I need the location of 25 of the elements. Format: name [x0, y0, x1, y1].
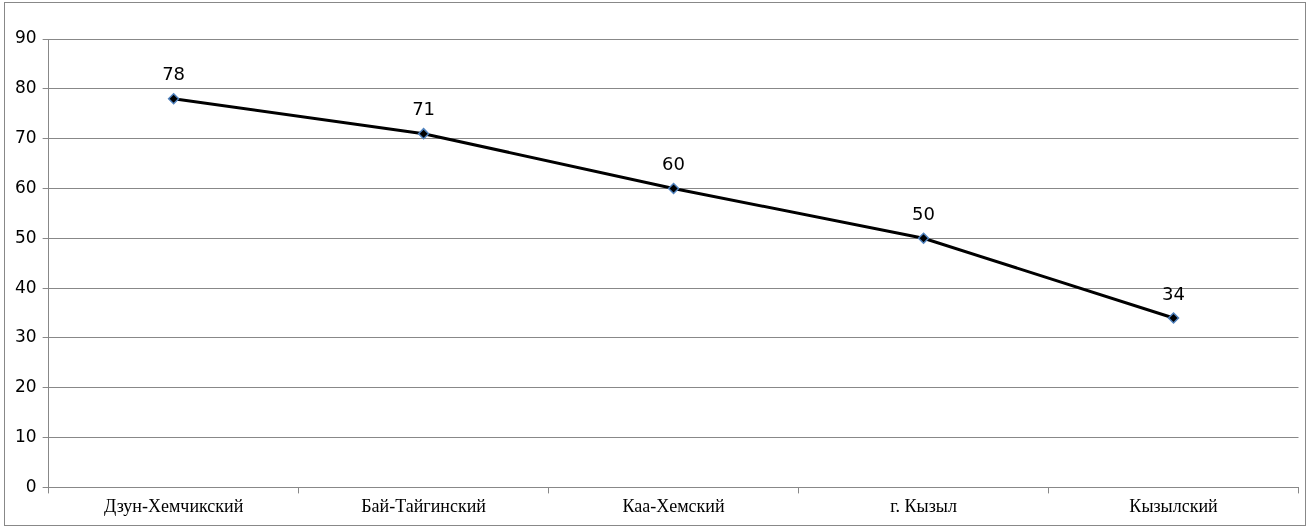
data-label: 71	[412, 98, 436, 120]
x-tick-label: г. Кызыл	[890, 495, 957, 516]
x-tick-label: Дзун-Хемчикский	[103, 495, 244, 516]
y-tick-label: 20	[14, 376, 37, 397]
point	[917, 232, 930, 245]
y-tick-label: 50	[14, 226, 37, 247]
x-tick-label: Каа-Хемский	[622, 495, 725, 516]
y-tick-label: 80	[14, 77, 37, 98]
point	[167, 93, 180, 105]
y-tick-label: 70	[14, 127, 37, 148]
y-tick-label: 0	[25, 475, 37, 496]
point	[667, 182, 680, 195]
y-tick-label: 40	[14, 276, 37, 297]
point	[417, 127, 430, 140]
y-tick-label: 90	[14, 27, 37, 48]
x-tick-label: Бай-Тайгинский	[361, 495, 487, 516]
data-label: 60	[662, 153, 686, 175]
x-tick-label: Кызылский	[1129, 495, 1219, 516]
y-tick-label: 60	[14, 176, 37, 197]
data-label: 34	[1162, 282, 1185, 304]
y-tick-label: 30	[14, 326, 37, 347]
data-label: 50	[912, 202, 935, 224]
point	[1167, 312, 1180, 324]
data-label: 78	[162, 63, 186, 85]
y-tick-label: 10	[14, 426, 37, 446]
